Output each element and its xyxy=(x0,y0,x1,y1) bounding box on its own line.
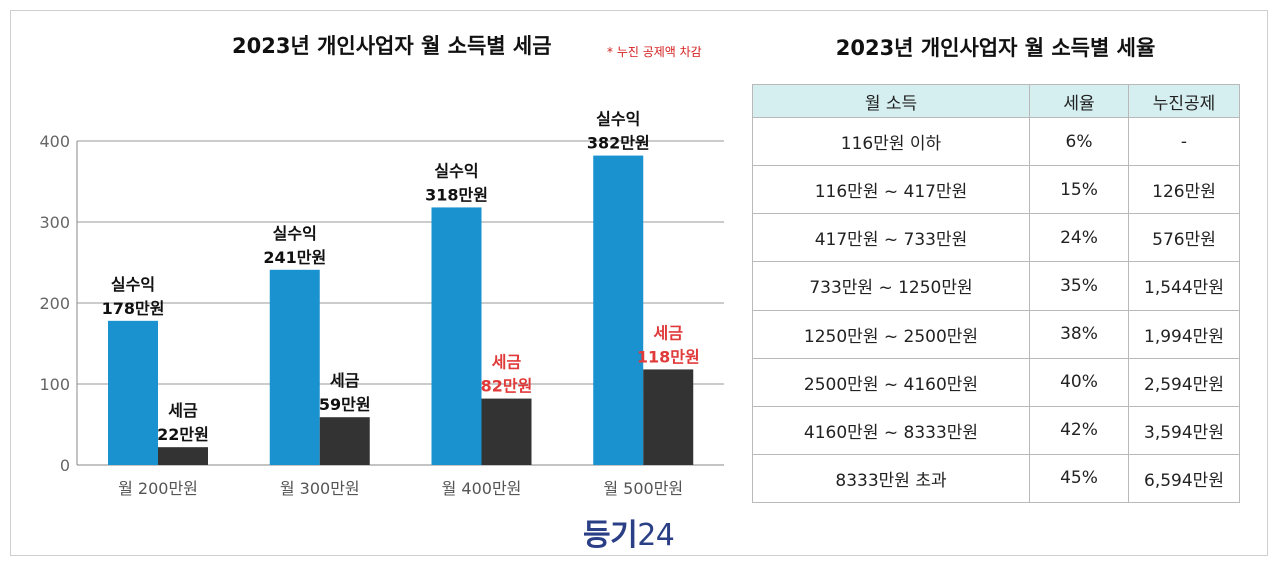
income-range-cell: 2500만원 ~ 4160만원 xyxy=(752,357,1030,407)
deduction-cell: 1,544만원 xyxy=(1128,261,1240,311)
x-tick-label: 월 500만원 xyxy=(603,479,683,498)
income-range-cell: 116만원 ~ 417만원 xyxy=(752,165,1030,215)
bar-net-income xyxy=(431,207,482,466)
bar-tax xyxy=(481,398,532,465)
y-tick-label: 300 xyxy=(39,213,70,232)
y-tick-label: 200 xyxy=(39,294,70,313)
table-row: 417만원 ~ 733만원 24% 576만원 xyxy=(752,213,1240,263)
tax-rate-cell: 15% xyxy=(1029,165,1129,215)
table-row: 2500만원 ~ 4160만원 40% 2,594만원 xyxy=(752,357,1240,407)
data-label: 382만원 xyxy=(587,134,650,153)
table-title: 2023년 개인사업자 월 소득별 세율 xyxy=(835,36,1156,60)
tax-rate-table: 월 소득 세율 누진공제 116만원 이하 6% -116만원 ~ 417만원 15%… xyxy=(752,84,1240,504)
bar-net-income xyxy=(593,155,644,465)
data-label: 실수익 xyxy=(596,110,640,129)
data-label: 22만원 xyxy=(157,425,209,444)
deduction-cell: 576만원 xyxy=(1128,213,1240,263)
table-row: 733만원 ~ 1250만원 35% 1,544만원 xyxy=(752,261,1240,311)
data-label: 118만원 xyxy=(637,347,700,366)
income-range-cell: 4160만원 ~ 8333만원 xyxy=(752,405,1030,455)
table-row: 4160만원 ~ 8333만원 42% 3,594만원 xyxy=(752,405,1240,455)
table-row: 1250만원 ~ 2500만원 38% 1,994만원 xyxy=(752,309,1240,359)
table-row: 116만원 ~ 417만원 15% 126만원 xyxy=(752,165,1240,215)
header-monthly-income: 월 소득 xyxy=(752,84,1030,118)
logo-text-number: 24 xyxy=(637,518,675,553)
deduction-cell: - xyxy=(1128,116,1240,167)
table-row: 116만원 이하 6% - xyxy=(752,116,1240,167)
tax-rate-cell: 24% xyxy=(1029,213,1129,263)
data-label: 318만원 xyxy=(425,185,488,204)
data-label: 세금 xyxy=(654,323,684,342)
data-label: 세금 xyxy=(492,353,522,372)
x-tick-label: 월 200만원 xyxy=(118,479,198,498)
chart-note: * 누진 공제액 차감 xyxy=(607,45,702,59)
tax-rate-cell: 42% xyxy=(1029,405,1129,455)
y-tick-label: 400 xyxy=(39,132,70,151)
deduction-cell: 2,594만원 xyxy=(1128,357,1240,407)
table-header-row: 월 소득 세율 누진공제 xyxy=(752,84,1240,118)
x-tick-label: 월 400만원 xyxy=(442,479,522,498)
logo-text-bold: 등기 xyxy=(583,518,638,553)
income-range-cell: 116만원 이하 xyxy=(752,116,1030,167)
bar-tax xyxy=(319,417,370,465)
data-label: 241만원 xyxy=(263,248,326,267)
tax-rate-cell: 40% xyxy=(1029,357,1129,407)
header-progressive-deduction: 누진공제 xyxy=(1128,84,1240,118)
bar-tax xyxy=(643,369,694,465)
bar-net-income xyxy=(108,320,158,465)
tax-rate-cell: 35% xyxy=(1029,261,1129,311)
data-label: 세금 xyxy=(168,401,198,420)
income-range-cell: 8333만원 초과 xyxy=(752,453,1030,504)
deduction-cell: 6,594만원 xyxy=(1128,453,1240,504)
income-range-cell: 733만원 ~ 1250만원 xyxy=(752,261,1030,311)
bar-tax xyxy=(158,447,208,465)
data-label: 실수익 xyxy=(434,161,478,180)
data-label: 실수익 xyxy=(111,275,155,294)
data-label: 178만원 xyxy=(102,299,165,318)
data-label: 실수익 xyxy=(273,224,317,243)
deduction-cell: 3,594만원 xyxy=(1128,405,1240,455)
data-label: 세금 xyxy=(330,371,360,390)
brand-logo: 등기24 xyxy=(583,510,675,554)
tax-rate-cell: 45% xyxy=(1029,453,1129,504)
data-label: 59만원 xyxy=(319,395,371,414)
chart-title: 2023년 개인사업자 월 소득별 세금 xyxy=(232,34,552,58)
y-tick-label: 0 xyxy=(60,456,70,475)
deduction-cell: 126만원 xyxy=(1128,165,1240,215)
table-row: 8333만원 초과 45% 6,594만원 xyxy=(752,453,1240,504)
tax-rate-cell: 6% xyxy=(1029,116,1129,167)
bar-net-income xyxy=(269,269,320,465)
y-tick-label: 100 xyxy=(39,375,70,394)
deduction-cell: 1,994만원 xyxy=(1128,309,1240,359)
x-tick-label: 월 300만원 xyxy=(280,479,360,498)
tax-rate-cell: 38% xyxy=(1029,309,1129,359)
data-label: 82만원 xyxy=(481,377,533,396)
header-tax-rate: 세율 xyxy=(1029,84,1129,118)
income-range-cell: 417만원 ~ 733만원 xyxy=(752,213,1030,263)
income-range-cell: 1250만원 ~ 2500만원 xyxy=(752,309,1030,359)
